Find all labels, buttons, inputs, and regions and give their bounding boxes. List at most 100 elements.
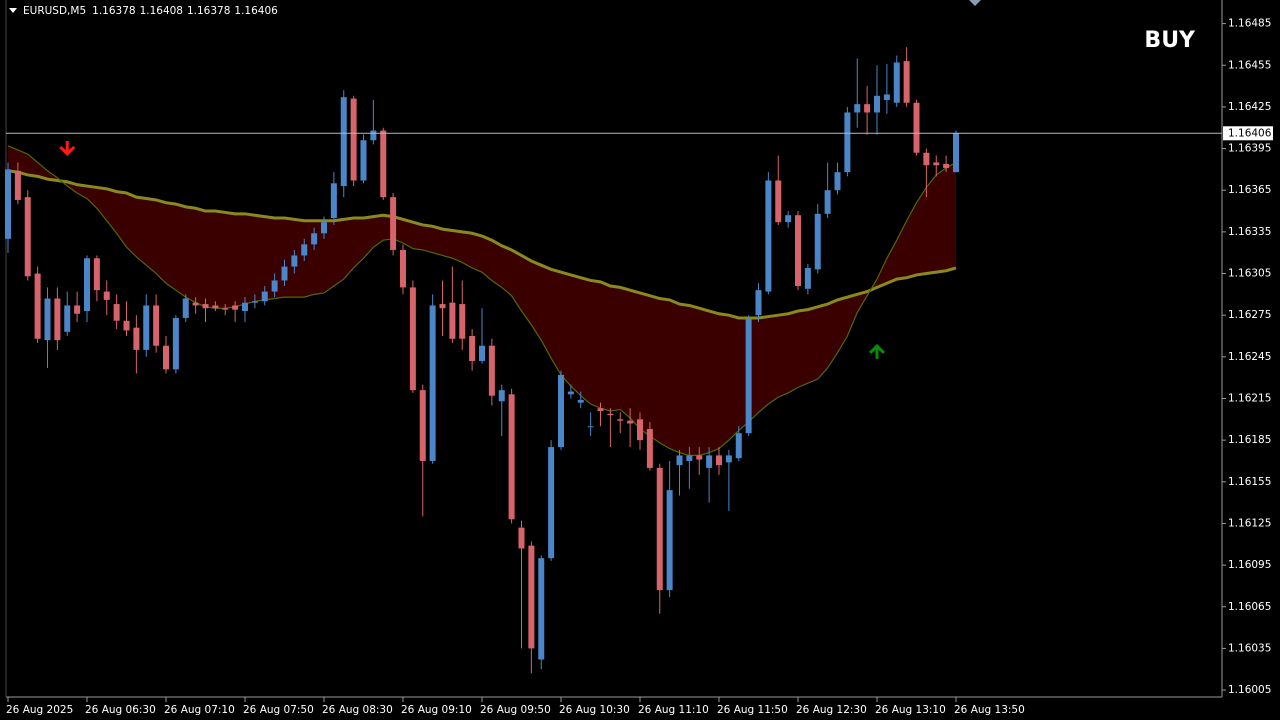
header-open: 1.16378 — [92, 5, 135, 17]
candle-body — [172, 317, 179, 370]
candle-body — [864, 104, 871, 113]
candle-body — [429, 305, 436, 461]
candle-body — [153, 305, 160, 346]
y-tick-label: 1.16005 — [1228, 684, 1271, 696]
candle-body — [222, 308, 229, 310]
candle-body — [903, 61, 910, 103]
y-tick-label: 1.16455 — [1228, 59, 1271, 71]
candle-body — [874, 95, 880, 113]
candle-body — [74, 305, 81, 314]
y-tick-label: 1.16245 — [1228, 351, 1271, 363]
candle-body — [795, 215, 801, 287]
current-price-box — [1223, 126, 1273, 141]
candle-body — [785, 215, 792, 223]
y-tick-label: 1.16395 — [1228, 143, 1271, 155]
candle-body — [54, 298, 61, 341]
candle-body — [24, 197, 31, 277]
candle-body — [439, 304, 446, 309]
x-tick-label: 26 Aug 07:50 — [243, 704, 314, 716]
moving-average — [7, 169, 957, 320]
candle-body — [409, 287, 416, 391]
y-tick-label: 1.16035 — [1228, 642, 1271, 654]
candle-body — [558, 374, 564, 448]
candle-body — [251, 301, 258, 303]
candle-body — [834, 172, 841, 191]
candle-body — [607, 413, 614, 416]
candle-body — [706, 455, 713, 468]
candle-body — [93, 258, 100, 291]
candle-body — [360, 140, 367, 181]
candle-body — [143, 305, 150, 350]
y-tick-label: 1.16365 — [1228, 184, 1271, 196]
candle-body — [676, 455, 683, 466]
moving-average — [7, 145, 957, 457]
candle-body — [469, 336, 476, 361]
x-tick-label: 26 Aug 11:50 — [717, 704, 788, 716]
candle-body — [479, 345, 485, 361]
candle-body — [508, 394, 515, 520]
current-price-label: 1.16406 — [1228, 127, 1272, 139]
y-tick-label: 1.16155 — [1228, 476, 1271, 488]
candle-body — [232, 305, 239, 310]
signal-arrow — [869, 343, 885, 359]
candle-body — [212, 305, 219, 309]
candle-body — [923, 152, 930, 166]
candle-body — [646, 429, 653, 468]
candle-body — [518, 527, 525, 549]
signal-arrow — [59, 140, 76, 156]
x-tick-label: 26 Aug 08:30 — [322, 704, 393, 716]
y-tick-label: 1.16065 — [1228, 601, 1271, 613]
candle-body — [725, 455, 732, 463]
x-tick-label: 26 Aug 06:30 — [85, 704, 156, 716]
candle-body — [14, 170, 21, 200]
candle-body — [498, 390, 505, 402]
shift-marker — [969, 0, 981, 6]
candle-body — [686, 455, 693, 461]
y-tick-label: 1.16425 — [1228, 101, 1271, 113]
candle-body — [321, 222, 327, 234]
candle-body — [419, 390, 426, 461]
candle-body — [301, 244, 308, 256]
symbol: EURUSD,M5 — [23, 5, 86, 17]
header-low: 1.16378 — [187, 5, 230, 17]
menu-triangle[interactable] — [9, 8, 17, 13]
candle-body — [380, 130, 387, 198]
x-tick-label: 26 Aug 10:30 — [559, 704, 630, 716]
x-tick-label: 26 Aug 09:50 — [480, 704, 551, 716]
candle-body — [44, 298, 51, 341]
header-close: 1.16406 — [234, 5, 278, 17]
candle-body — [617, 419, 624, 421]
x-tick-label: 26 Aug 13:50 — [954, 704, 1025, 716]
header-high: 1.16408 — [140, 5, 183, 17]
candle-body — [844, 112, 851, 173]
candle-body — [242, 302, 248, 312]
candle-body — [350, 98, 357, 181]
candle-body — [637, 419, 643, 441]
y-tick-label: 1.16485 — [1228, 18, 1271, 30]
candle-body — [34, 273, 41, 339]
x-tick-label: 26 Aug 07:10 — [164, 704, 235, 716]
candle-body — [883, 94, 890, 100]
candle-body — [5, 169, 11, 239]
y-tick-label: 1.16215 — [1228, 392, 1271, 404]
x-tick-label: 26 Aug 09:10 — [401, 704, 472, 716]
x-tick-label: 26 Aug 11:10 — [638, 704, 709, 716]
y-tick-label: 1.16335 — [1228, 226, 1271, 238]
candle-body — [597, 408, 604, 411]
candle-body — [538, 558, 545, 660]
candle-body — [113, 304, 120, 321]
candle-body — [745, 319, 752, 434]
candle-body — [933, 162, 940, 166]
candle-body — [64, 305, 71, 332]
candle-body — [400, 249, 406, 288]
y-tick-label: 1.16125 — [1228, 517, 1271, 529]
candle-body — [163, 345, 169, 370]
candle-body — [854, 104, 861, 113]
candle-body — [953, 133, 959, 173]
band-fill — [8, 145, 956, 456]
candle-body — [123, 320, 130, 331]
candle-body — [577, 399, 584, 403]
candle-body — [449, 302, 456, 339]
candle-body — [390, 197, 397, 250]
